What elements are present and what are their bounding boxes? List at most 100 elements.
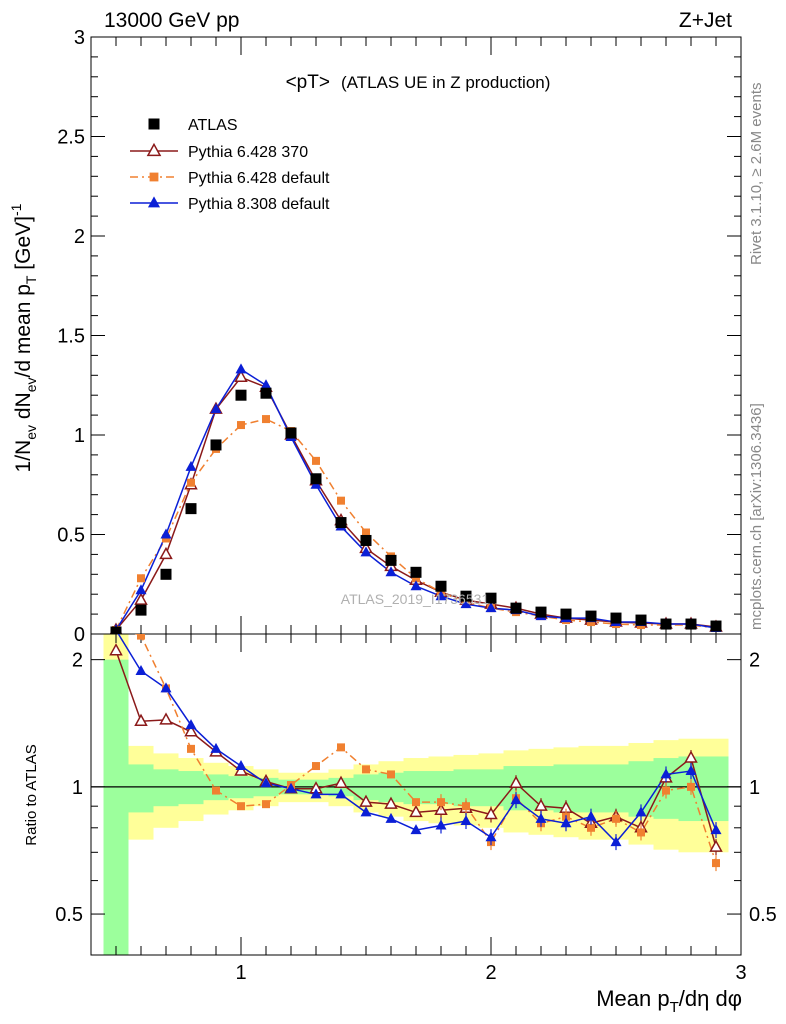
- data-point: [435, 580, 447, 592]
- x-tick-label: 2: [485, 962, 496, 984]
- inner-band-bin: [178, 771, 204, 805]
- ratio-data-point: [684, 750, 698, 763]
- data-point: [460, 590, 472, 602]
- data-point: [160, 568, 172, 580]
- ratio-data-point: [409, 804, 423, 818]
- ratio-data-point: [335, 788, 347, 799]
- legend-marker: [147, 196, 161, 208]
- data-point: [134, 592, 148, 605]
- inner-band-bin: [128, 764, 154, 813]
- data-point: [660, 618, 672, 630]
- ratio-series: [109, 634, 723, 872]
- ratio-data-point: [362, 765, 370, 774]
- ratio-data-point: [235, 760, 247, 771]
- data-point: [710, 620, 722, 632]
- ratio-data-point: [484, 806, 498, 820]
- data-point: [410, 566, 422, 578]
- legend-marker: [146, 142, 162, 157]
- data-point: [160, 528, 172, 539]
- ratio-data-point: [412, 798, 420, 807]
- ratio-data-point: [485, 831, 497, 842]
- y-tick-label: 1: [74, 425, 85, 447]
- data-point: [560, 608, 572, 620]
- inner-band-bin: [153, 769, 179, 807]
- main-series: [109, 363, 723, 634]
- ratio-data-point: [262, 800, 270, 809]
- legend-label: ATLAS: [188, 117, 238, 134]
- ratio-data-point: [337, 743, 345, 752]
- data-point: [159, 546, 173, 560]
- inner-band-bin: [703, 756, 729, 822]
- data-point: [210, 403, 222, 414]
- ratio-data-point: [635, 806, 647, 817]
- ratio-data-point: [662, 786, 670, 795]
- ratio-data-point: [212, 786, 220, 795]
- header-right: Z+Jet: [679, 9, 732, 32]
- y-tick-label: 1.5: [57, 326, 85, 348]
- data-point: [335, 517, 347, 529]
- data-point: [185, 503, 197, 515]
- ratio-data-point: [184, 724, 198, 737]
- legend-label: Pythia 6.428 default: [188, 170, 330, 187]
- chart-title-group: <pT> (ATLAS UE in Z production): [286, 72, 551, 93]
- y-tick-label: 2: [74, 226, 85, 248]
- data-point: [235, 363, 247, 374]
- chart-subtitle: (ATLAS UE in Z production): [341, 73, 550, 92]
- ratio-data-point: [134, 713, 148, 726]
- ratio-data-point: [585, 810, 597, 821]
- ratio-data-point: [387, 770, 395, 779]
- data-point: [385, 554, 397, 566]
- legend: ATLAS Pythia 6.428 370 Pythia 6.428 defaul…: [130, 117, 330, 213]
- y-tick-label: 0: [74, 624, 85, 646]
- ratio-data-point: [560, 817, 572, 828]
- mcplots-label: mcplots.cern.ch [arXiv:1306.3436]: [748, 403, 765, 630]
- y-tick-label: 2.5: [57, 127, 85, 149]
- chart-title: <pT>: [286, 72, 330, 93]
- ratio-data-point: [437, 798, 445, 807]
- data-point: [260, 379, 272, 390]
- inner-band-bin: [578, 764, 604, 813]
- data-point: [410, 580, 422, 591]
- ratio-data-point: [310, 788, 322, 799]
- ratio-data-point: [360, 806, 372, 817]
- ratio-data-point: [534, 798, 548, 811]
- ratio-data-point: [509, 775, 523, 788]
- data-point: [135, 604, 147, 616]
- ratio-data-point: [687, 782, 695, 791]
- ratio-bands: [103, 634, 729, 955]
- ratio-data-point: [110, 634, 122, 635]
- ratio-data-point: [462, 802, 470, 811]
- x-tick-label: 1: [235, 962, 246, 984]
- main-ylabel: 1/Nev dNev/d mean pT [GeV]-1: [8, 203, 39, 472]
- ratio-data-point: [712, 859, 720, 868]
- ratio-data-point: [159, 712, 173, 725]
- data-point: [110, 626, 122, 634]
- data-point: [262, 415, 270, 424]
- header-left: 13000 GeV pp: [104, 9, 239, 32]
- data-point: [187, 478, 195, 487]
- data-point: [235, 389, 247, 401]
- data-point: [210, 439, 222, 451]
- ratio-data-point: [460, 815, 472, 826]
- data-point: [485, 602, 497, 613]
- watermark: ATLAS_2019_I1736531: [341, 591, 490, 607]
- data-point: [310, 473, 322, 485]
- data-point: [635, 614, 647, 626]
- ratio-data-point: [510, 794, 522, 805]
- ratio-data-point: [137, 634, 145, 640]
- ratio-data-point: [135, 665, 147, 676]
- ratio-data-point: [637, 828, 645, 837]
- ratio-data-point: [334, 775, 348, 788]
- data-point: [412, 574, 420, 583]
- data-point: [185, 460, 197, 471]
- ratio-data-point: [109, 643, 123, 656]
- legend-label: Pythia 6.428 370: [188, 144, 308, 161]
- data-point: [510, 602, 522, 614]
- ratio-data-point: [285, 782, 297, 793]
- ratio-data-point: [359, 794, 373, 807]
- ratio-y-tick-label: 1: [72, 777, 83, 799]
- ratio-data-point: [709, 839, 723, 852]
- data-point: [312, 456, 320, 465]
- ratio-y-tick-label: 2: [72, 650, 83, 672]
